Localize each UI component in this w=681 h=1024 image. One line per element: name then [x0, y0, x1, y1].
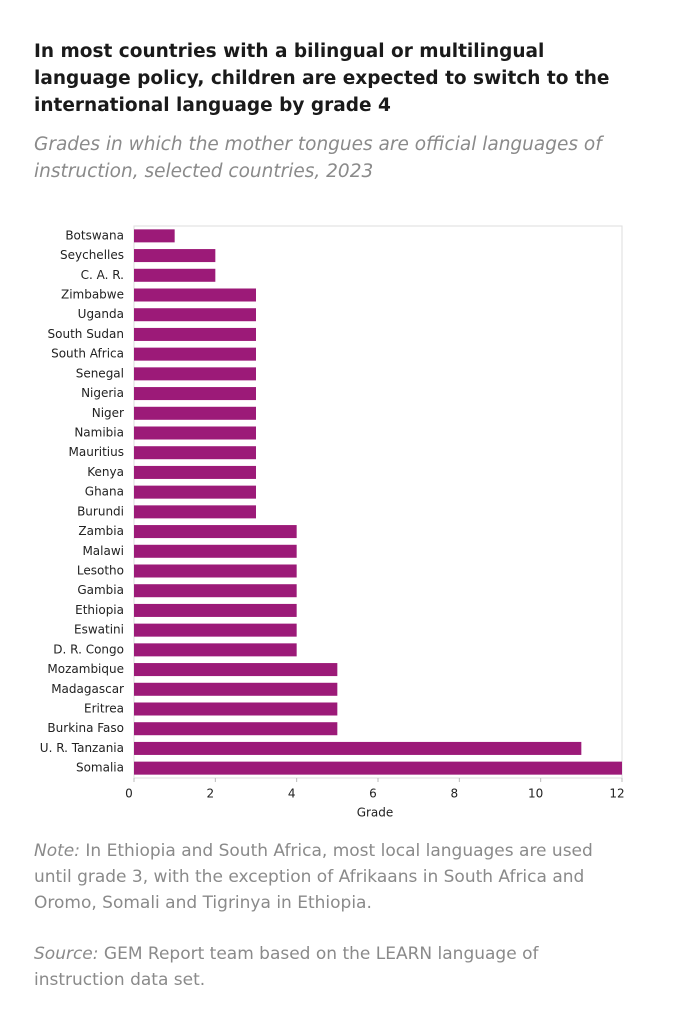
x-tick-label: 8 [451, 787, 459, 801]
x-axis-label: Grade [357, 806, 394, 820]
y-tick-label: Mauritius [69, 445, 124, 459]
chart: Grade 0 2 4 6 8 10 12 Botswana Seychelles C. A. R… [40, 225, 625, 820]
bar [134, 229, 175, 243]
y-tick-label: Malawi [82, 544, 124, 558]
bar [134, 347, 256, 361]
x-tick-label: 4 [288, 787, 296, 801]
y-tick-label: Kenya [87, 465, 124, 479]
bar [134, 702, 338, 716]
bar [134, 525, 297, 539]
bar [134, 387, 256, 401]
note: Note: In Ethiopia and South Africa, most… [34, 838, 624, 916]
bar [134, 603, 297, 617]
bar [134, 643, 297, 657]
bar [134, 741, 582, 755]
bar [134, 249, 216, 263]
bar [134, 406, 256, 420]
x-tick-label: 10 [528, 787, 543, 801]
bar [134, 485, 256, 499]
chart-title: In most countries with a bilingual or mu… [34, 41, 610, 116]
y-tick-label: Zimbabwe [61, 288, 124, 302]
source-label: Source: [34, 944, 99, 964]
y-tick-label: South Africa [51, 347, 124, 361]
y-tick-label: Senegal [76, 366, 124, 380]
bar [134, 505, 256, 519]
y-tick-label: Mozambique [47, 662, 124, 676]
x-tick-label: 2 [207, 787, 215, 801]
bar [134, 682, 338, 696]
x-tick-label: 6 [369, 787, 377, 801]
y-tick-label: Eswatini [74, 623, 124, 637]
y-tick-label: Zambia [78, 524, 124, 538]
bar [134, 288, 256, 302]
bar [134, 564, 297, 578]
note-text: In Ethiopia and South Africa, most local… [34, 841, 593, 913]
y-tick-label: Burundi [77, 504, 124, 518]
y-tick-label: Uganda [78, 307, 124, 321]
bar [134, 761, 622, 775]
y-tick-label: Lesotho [77, 564, 124, 578]
source: Source: GEM Report team based on the LEA… [34, 941, 624, 993]
bar [134, 268, 216, 282]
y-tick-label: D. R. Congo [53, 642, 124, 656]
y-tick-label: Ethiopia [75, 603, 124, 617]
y-tick-label: Madagascar [51, 682, 124, 696]
y-tick-label: Ghana [85, 485, 124, 499]
bar [134, 308, 256, 322]
bar [134, 327, 256, 341]
y-tick-label: Niger [92, 406, 124, 420]
y-tick-label: Gambia [77, 583, 124, 597]
bar [134, 663, 338, 677]
bar [134, 722, 338, 736]
bar [134, 584, 297, 598]
bar [134, 465, 256, 479]
x-tick-label: 0 [125, 787, 133, 801]
y-tick-label: South Sudan [48, 327, 125, 341]
y-tick-label: C. A. R. [81, 268, 124, 282]
bar [134, 446, 256, 460]
y-tick-label: Botswana [65, 228, 124, 242]
x-tick-label: 12 [609, 787, 624, 801]
chart-subtitle: Grades in which the mother tongues are o… [34, 134, 602, 182]
note-label: Note: [34, 841, 80, 861]
bar [134, 367, 256, 381]
y-tick-label: Burkina Faso [47, 721, 124, 735]
y-tick-label: U. R. Tanzania [40, 741, 124, 755]
y-tick-label: Seychelles [60, 248, 124, 262]
y-tick-label: Somalia [76, 761, 124, 775]
y-tick-label: Namibia [74, 426, 124, 440]
bar [134, 426, 256, 440]
source-text: GEM Report team based on the LEARN langu… [34, 944, 539, 990]
y-tick-label: Eritrea [84, 702, 124, 716]
bar [134, 623, 297, 637]
bar [134, 544, 297, 558]
y-tick-label: Nigeria [81, 386, 124, 400]
